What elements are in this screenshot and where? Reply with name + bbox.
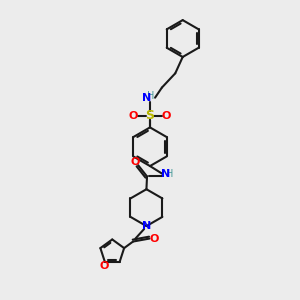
Text: O: O (129, 110, 138, 121)
Text: N: N (142, 93, 151, 103)
Text: H: H (147, 92, 154, 101)
Text: O: O (162, 110, 171, 121)
Text: N: N (142, 221, 151, 231)
Text: H: H (166, 169, 174, 179)
Text: O: O (130, 157, 140, 167)
Text: N: N (161, 169, 170, 179)
Text: S: S (146, 109, 154, 122)
Text: O: O (100, 261, 109, 271)
Text: O: O (149, 234, 159, 244)
